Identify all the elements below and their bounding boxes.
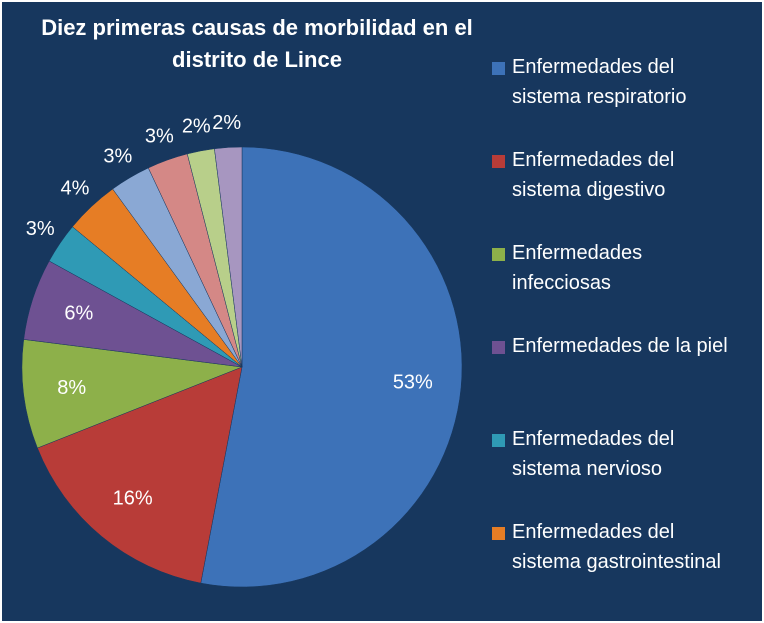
- legend-label: Enfermedades del sistema gastrointestina…: [512, 521, 721, 573]
- data-label: 16%: [113, 488, 153, 510]
- legend-entry: Enfermedades del sistema digestivo: [492, 145, 742, 238]
- data-label: 3%: [26, 218, 55, 240]
- legend: Enfermedades del sistema respiratorio Enf…: [492, 52, 742, 610]
- legend-swatch: [492, 434, 505, 447]
- data-label: 6%: [64, 302, 93, 324]
- pie-slice: [200, 146, 463, 588]
- pie-slice: [37, 366, 243, 584]
- legend-label: Enfermedades de la piel: [512, 335, 728, 357]
- data-label: 8%: [57, 377, 86, 399]
- legend-entry: Enfermedades del sistema respiratorio: [492, 52, 742, 145]
- data-label: 3%: [145, 126, 174, 148]
- legend-label: Enfermedades infecciosas: [512, 242, 643, 294]
- legend-label: Enfermedades del sistema digestivo: [512, 149, 675, 201]
- data-label: 53%: [393, 371, 433, 393]
- legend-swatch: [492, 155, 505, 168]
- legend-label: Enfermedades del sistema nervioso: [512, 428, 675, 480]
- legend-entry: Enfermedades del sistema gastrointestina…: [492, 517, 742, 610]
- legend-label: Enfermedades del sistema respiratorio: [512, 56, 687, 108]
- data-label: 2%: [212, 112, 241, 134]
- pie-slice: [21, 339, 243, 449]
- legend-swatch: [492, 248, 505, 261]
- chart-title: Diez primeras causas de morbilidad en el…: [41, 15, 473, 72]
- data-label: 4%: [61, 177, 90, 199]
- pie-slice: [214, 146, 243, 368]
- legend-entry: Enfermedades del sistema nervioso: [492, 424, 742, 517]
- data-label: 3%: [103, 145, 132, 167]
- data-label: 2%: [182, 116, 211, 138]
- legend-swatch: [492, 62, 505, 75]
- legend-swatch: [492, 341, 505, 354]
- legend-swatch: [492, 527, 505, 540]
- legend-entry: Enfermedades de la piel: [492, 331, 742, 424]
- legend-entry: Enfermedades infecciosas: [492, 238, 742, 331]
